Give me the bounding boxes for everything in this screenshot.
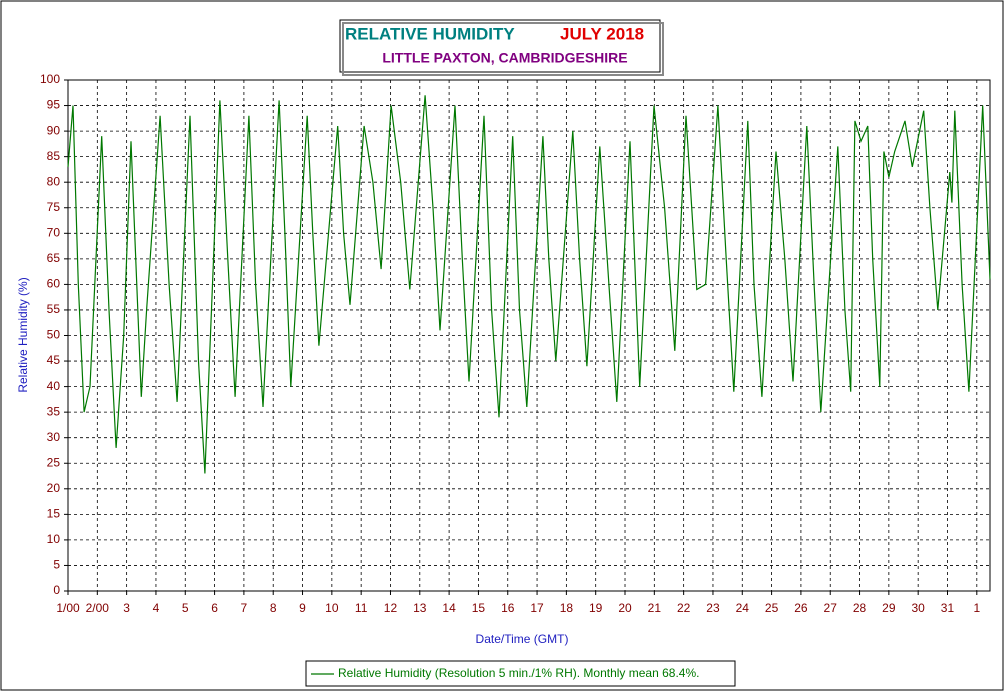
y-tick-label: 35 (47, 404, 61, 418)
title-shadow (342, 22, 664, 76)
x-tick-label: 1/00 (56, 601, 80, 615)
x-tick-label: 25 (765, 601, 779, 615)
x-tick-label: 24 (736, 601, 750, 615)
x-axis-label: Date/Time (GMT) (476, 632, 569, 646)
x-tick-label: 2/00 (86, 601, 110, 615)
x-tick-label: 14 (442, 601, 456, 615)
x-tick-label: 23 (706, 601, 720, 615)
x-tick-label: 13 (413, 601, 427, 615)
y-tick-label: 85 (47, 149, 61, 163)
x-tick-label: 8 (270, 601, 277, 615)
x-tick-label: 6 (211, 601, 218, 615)
x-tick-label: 31 (941, 601, 955, 615)
y-tick-label: 30 (47, 430, 61, 444)
series-line (67, 95, 991, 474)
y-tick-label: 75 (47, 200, 61, 214)
x-tick-label: 10 (325, 601, 339, 615)
x-tick-label: 12 (384, 601, 398, 615)
y-tick-label: 55 (47, 302, 61, 316)
y-tick-label: 90 (47, 123, 61, 137)
x-tick-label: 19 (589, 601, 603, 615)
title-box (339, 19, 661, 73)
x-tick-label: 20 (618, 601, 632, 615)
chart-title-date: JULY 2018 (560, 24, 644, 43)
x-tick-label: 3 (123, 601, 130, 615)
plot-border (67, 79, 991, 592)
y-tick-label: 10 (47, 532, 61, 546)
x-tick-label: 9 (299, 601, 306, 615)
y-tick-label: 25 (47, 455, 61, 469)
x-tick-label: 22 (677, 601, 691, 615)
chart-title: RELATIVE HUMIDITY (345, 24, 515, 43)
x-tick-label: 4 (153, 601, 160, 615)
x-tick-label: 18 (560, 601, 574, 615)
y-tick-label: 0 (53, 583, 60, 597)
y-tick-label: 45 (47, 353, 61, 367)
y-tick-label: 20 (47, 481, 61, 495)
x-tick-label: 15 (472, 601, 486, 615)
y-tick-label: 5 (53, 558, 60, 572)
x-tick-label: 29 (882, 601, 896, 615)
legend-label: Relative Humidity (Resolution 5 min./1% … (338, 666, 699, 680)
x-tick-label: 27 (824, 601, 838, 615)
y-tick-label: 60 (47, 277, 61, 291)
x-tick-label: 21 (648, 601, 662, 615)
x-tick-label: 26 (794, 601, 808, 615)
y-axis-label: Relative Humidity (%) (16, 277, 30, 392)
x-tick-label: 17 (530, 601, 544, 615)
y-tick-label: 15 (47, 507, 61, 521)
y-tick-label: 65 (47, 251, 61, 265)
x-tick-label: 28 (853, 601, 867, 615)
y-tick-label: 50 (47, 328, 61, 342)
x-tick-label: 30 (911, 601, 925, 615)
x-tick-label: 1 (973, 601, 980, 615)
x-tick-label: 7 (241, 601, 248, 615)
y-tick-label: 70 (47, 225, 61, 239)
y-tick-label: 80 (47, 174, 61, 188)
y-tick-label: 95 (47, 98, 61, 112)
x-tick-label: 11 (355, 601, 368, 615)
legend-box (305, 660, 736, 687)
y-tick-label: 100 (40, 72, 60, 86)
chart-subtitle: LITTLE PAXTON, CAMBRIDGESHIRE (382, 50, 627, 66)
y-tick-label: 40 (47, 379, 61, 393)
x-tick-label: 5 (182, 601, 189, 615)
x-tick-label: 16 (501, 601, 515, 615)
